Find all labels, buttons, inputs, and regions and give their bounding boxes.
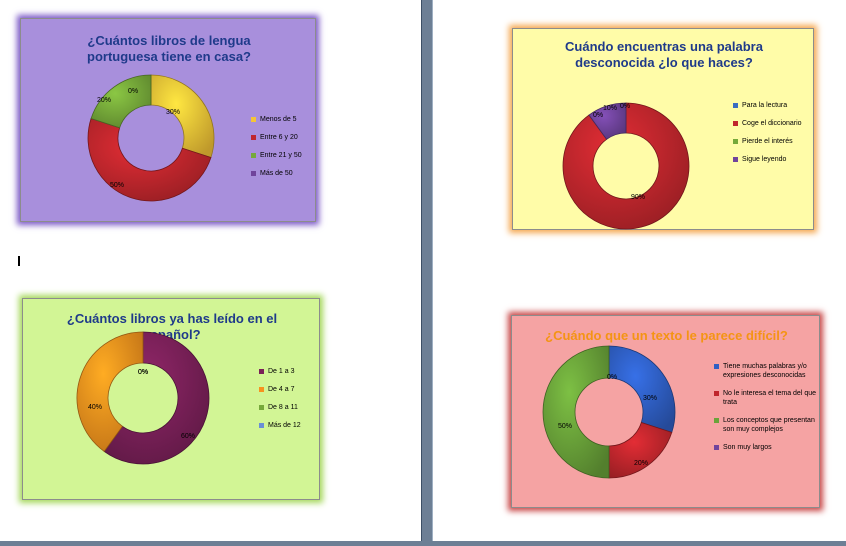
- legend-label: Pierde el interés: [742, 138, 793, 145]
- legend-swatch: [251, 171, 256, 176]
- page-divider: [421, 0, 433, 546]
- doughnut-slice-2[interactable]: [87, 118, 212, 202]
- chart-title: Cuándo encuentras una palabra desconocid…: [565, 39, 763, 70]
- text-cursor: [18, 256, 20, 266]
- legend-label: Más de 12: [268, 422, 301, 429]
- legend-item-1: Para la lectura: [733, 101, 813, 110]
- legend-swatch: [259, 405, 264, 410]
- data-label-1: 60%: [181, 433, 195, 440]
- legend-item-2: Entre 6 y 20: [251, 133, 315, 142]
- doughnut-slice-2[interactable]: [76, 331, 144, 452]
- chart-panel-texto-dificil[interactable]: ¿Cuándo que un texto le parece difícil? …: [511, 315, 820, 508]
- data-label-2: 50%: [110, 182, 124, 189]
- legend-label: Para la lectura: [742, 102, 788, 109]
- doughnut-chart: 30% 50% 20% 0%: [87, 74, 215, 202]
- data-label-3: 0%: [138, 369, 148, 376]
- legend-item-2: De 4 a 7: [259, 385, 319, 394]
- legend-label: Los conceptos que presentan son muy comp…: [723, 417, 815, 433]
- legend-item-4: Son muy largos: [714, 443, 818, 452]
- chart-panel-libros-portugues[interactable]: ¿Cuántos libros de lengua portuguesa tie…: [20, 18, 316, 222]
- legend-item-3: Pierde el interés: [733, 137, 813, 146]
- legend-label: Sigue leyendo: [742, 156, 787, 163]
- doughnut-chart: 60%40%0%0%: [76, 331, 210, 465]
- legend-item-1: De 1 a 3: [259, 367, 319, 376]
- legend-item-3: De 8 a 11: [259, 403, 319, 412]
- legend-swatch: [714, 445, 719, 450]
- data-label-3: 20%: [97, 97, 111, 104]
- legend-swatch: [259, 387, 264, 392]
- legend-label: Más de 50: [260, 170, 293, 177]
- legend-item-1: Tiene muchas palabras y/o expresiones de…: [714, 362, 818, 380]
- data-label-2: 90%: [631, 194, 645, 201]
- chart-title: ¿Cuántos libros de lengua portuguesa tie…: [87, 33, 251, 64]
- legend-label: Coge el diccionario: [742, 120, 802, 127]
- chart-legend: Tiene muchas palabras y/o expresiones de…: [714, 362, 818, 461]
- legend-item-2: No le interesa el tema del que trata: [714, 389, 818, 407]
- chart-panel-libros-espanol[interactable]: ¿Cuántos libros ya has leído en el españ…: [22, 298, 320, 500]
- legend-item-4: Más de 50: [251, 169, 315, 178]
- legend-item-2: Coge el diccionario: [733, 119, 813, 128]
- legend-item-3: Los conceptos que presentan son muy comp…: [714, 416, 818, 434]
- chart-legend: De 1 a 3 De 4 a 7 De 8 a 11 Más de 12: [259, 367, 319, 439]
- legend-swatch: [259, 423, 264, 428]
- doughnut-slice-3[interactable]: [542, 345, 610, 479]
- legend-swatch: [251, 135, 256, 140]
- chart-title: ¿Cuándo que un texto le parece difícil?: [545, 328, 788, 343]
- data-label-1: 30%: [166, 109, 180, 116]
- legend-item-4: Sigue leyendo: [733, 155, 813, 164]
- legend-swatch: [733, 121, 738, 126]
- data-label-4: 0%: [128, 88, 138, 95]
- legend-label: No le interesa el tema del que trata: [723, 390, 816, 406]
- legend-label: De 4 a 7: [268, 386, 295, 393]
- data-label-3: 50%: [558, 423, 572, 430]
- legend-label: De 8 a 11: [268, 404, 298, 411]
- doughnut-chart: 0% 90% 0%10%: [562, 102, 690, 230]
- data-label-4: 10%: [603, 105, 617, 112]
- legend-item-4: Más de 12: [259, 421, 319, 430]
- doughnut-slice-2[interactable]: [562, 102, 690, 230]
- doughnut-slice-3[interactable]: [90, 74, 152, 129]
- legend-item-3: Entre 21 y 50: [251, 151, 315, 160]
- legend-swatch: [251, 153, 256, 158]
- legend-item-1: Menos de 5: [251, 115, 315, 124]
- legend-label: Tiene muchas palabras y/o expresiones de…: [723, 363, 807, 379]
- legend-swatch: [733, 139, 738, 144]
- legend-swatch: [714, 391, 719, 396]
- doughnut-chart: 30% 20% 50% 0%: [542, 345, 676, 479]
- legend-swatch: [733, 157, 738, 162]
- doughnut-slice-4[interactable]: [588, 102, 627, 140]
- data-label-1: 0%: [620, 103, 630, 110]
- legend-label: Entre 21 y 50: [260, 152, 302, 159]
- data-label-2: 20%: [634, 460, 648, 467]
- chart-legend: Menos de 5 Entre 6 y 20 Entre 21 y 50 Más d…: [251, 115, 315, 187]
- legend-swatch: [259, 369, 264, 374]
- legend-swatch: [733, 103, 738, 108]
- legend-label: Son muy largos: [723, 444, 772, 451]
- legend-label: Entre 6 y 20: [260, 134, 298, 141]
- window-bottom-edge: [0, 541, 846, 546]
- legend-label: De 1 a 3: [268, 368, 295, 375]
- legend-swatch: [714, 364, 719, 369]
- data-label-2: 40%: [88, 404, 102, 411]
- data-label-4: 0%: [607, 374, 617, 381]
- data-label-1: 30%: [643, 395, 657, 402]
- chart-panel-palabra-desconocida[interactable]: Cuándo encuentras una palabra desconocid…: [512, 28, 814, 230]
- chart-legend: Para la lectura Coge el diccionario Pierde…: [733, 101, 813, 173]
- data-label-3: 0%: [593, 112, 603, 119]
- legend-swatch: [714, 418, 719, 423]
- data-label-4: 0%: [138, 369, 148, 376]
- doughnut-slice-1[interactable]: [608, 345, 676, 433]
- legend-swatch: [251, 117, 256, 122]
- legend-label: Menos de 5: [260, 116, 297, 123]
- doughnut-slice-2[interactable]: [608, 422, 673, 479]
- doughnut-slice-1[interactable]: [150, 74, 215, 158]
- doughnut-slice-1[interactable]: [103, 331, 210, 465]
